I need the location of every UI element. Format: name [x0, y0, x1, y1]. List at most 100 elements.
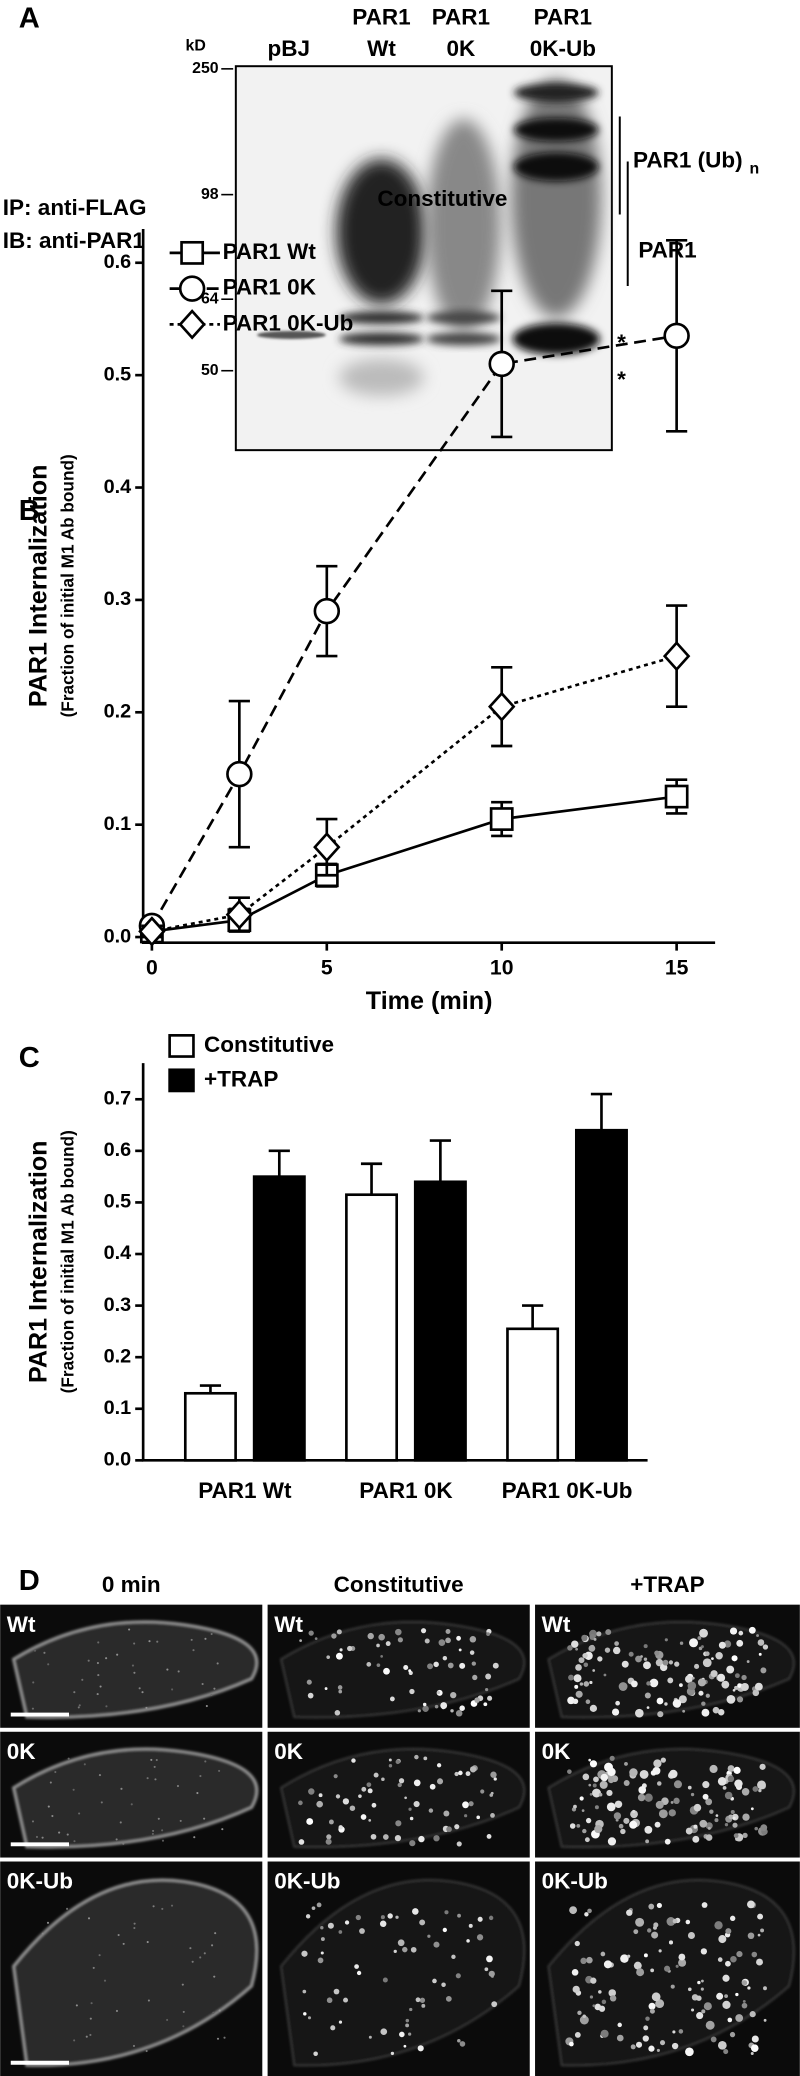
bar	[413, 1180, 467, 1462]
puncta	[701, 1902, 708, 1908]
puncta	[579, 1682, 584, 1686]
puncta	[298, 1800, 303, 1806]
puncta	[445, 1629, 451, 1635]
puncta	[691, 2008, 695, 2012]
puncta	[588, 1758, 592, 1762]
puncta	[567, 1696, 575, 1705]
puncta	[152, 1829, 155, 1832]
puncta	[408, 1807, 412, 1811]
puncta	[614, 1641, 619, 1646]
legend-label: PAR1 0K	[223, 275, 317, 300]
puncta	[371, 1802, 377, 1808]
puncta	[145, 1706, 148, 1709]
puncta	[422, 1702, 427, 1707]
puncta	[712, 1706, 720, 1714]
puncta	[330, 2025, 336, 2031]
puncta	[395, 1820, 402, 1827]
puncta	[589, 1704, 598, 1712]
puncta	[486, 1955, 493, 1963]
puncta	[649, 2008, 655, 2014]
y-tick-label: 0.1	[104, 1397, 132, 1419]
puncta	[630, 2044, 636, 2050]
marker	[225, 899, 254, 930]
marker-label: 50	[201, 362, 219, 379]
puncta	[213, 1687, 216, 1690]
puncta	[687, 1987, 692, 1992]
puncta	[623, 1817, 630, 1824]
puncta	[307, 1692, 314, 1699]
puncta	[664, 1965, 671, 1972]
puncta	[199, 1774, 202, 1778]
puncta	[466, 1939, 470, 1943]
puncta	[47, 1805, 50, 1808]
puncta	[752, 1689, 760, 1697]
puncta	[204, 1637, 207, 1640]
band	[512, 323, 600, 355]
legend-marker	[180, 240, 205, 265]
puncta	[333, 1774, 338, 1779]
puncta	[742, 1999, 746, 2003]
micrograph	[267, 1731, 530, 1858]
marker	[226, 760, 253, 788]
puncta	[571, 1969, 579, 1976]
puncta	[760, 1928, 765, 1933]
puncta	[629, 1820, 638, 1829]
puncta	[694, 1663, 700, 1670]
band	[426, 311, 501, 325]
puncta	[733, 1833, 739, 1839]
puncta	[624, 1762, 628, 1766]
puncta	[171, 1688, 174, 1691]
ub-subscript: n	[750, 161, 760, 178]
puncta	[685, 2047, 694, 2057]
unit-label: kD	[186, 38, 206, 55]
puncta	[586, 1956, 593, 1964]
puncta	[161, 1839, 165, 1842]
puncta	[635, 1917, 645, 1927]
puncta	[133, 1927, 136, 1930]
y-tick-label: 0.1	[104, 813, 132, 835]
puncta	[711, 1657, 714, 1660]
puncta	[670, 1800, 674, 1804]
legend-swatch	[168, 1068, 195, 1093]
puncta	[349, 1805, 356, 1811]
ip-label: IB: anti-PAR1	[3, 228, 145, 253]
puncta	[78, 1812, 81, 1815]
puncta	[415, 1997, 421, 2003]
puncta	[699, 1628, 708, 1638]
puncta	[306, 1679, 312, 1685]
puncta	[343, 1997, 349, 2003]
panel-label: A	[19, 3, 40, 35]
error-bar	[522, 1304, 544, 1329]
row-label: Wt	[542, 1612, 571, 1637]
puncta	[718, 1641, 726, 1649]
puncta	[747, 1932, 755, 1940]
legend-swatch	[168, 1034, 195, 1058]
puncta	[757, 1933, 761, 1937]
puncta	[740, 1682, 749, 1691]
row-label: 0K-Ub	[7, 1869, 73, 1894]
puncta	[734, 1673, 740, 1679]
puncta	[724, 1791, 733, 1800]
column-header: +TRAP	[630, 1572, 704, 1597]
puncta	[201, 1682, 204, 1686]
puncta	[203, 1817, 206, 1820]
puncta	[589, 1793, 593, 1796]
puncta	[324, 1687, 328, 1690]
puncta	[477, 1916, 483, 1922]
puncta	[631, 1680, 638, 1688]
puncta	[715, 1652, 723, 1660]
puncta	[468, 1801, 474, 1807]
puncta	[128, 1628, 131, 1631]
puncta	[138, 1687, 141, 1690]
puncta	[459, 1662, 466, 1669]
puncta	[575, 1664, 582, 1671]
puncta	[303, 2012, 307, 2016]
micrograph	[0, 1604, 263, 1728]
puncta	[603, 1960, 612, 1969]
puncta	[199, 1956, 202, 1959]
blot	[234, 65, 629, 452]
puncta	[741, 1674, 747, 1681]
puncta	[728, 1814, 734, 1820]
puncta	[662, 1659, 669, 1666]
bar	[345, 1193, 399, 1462]
